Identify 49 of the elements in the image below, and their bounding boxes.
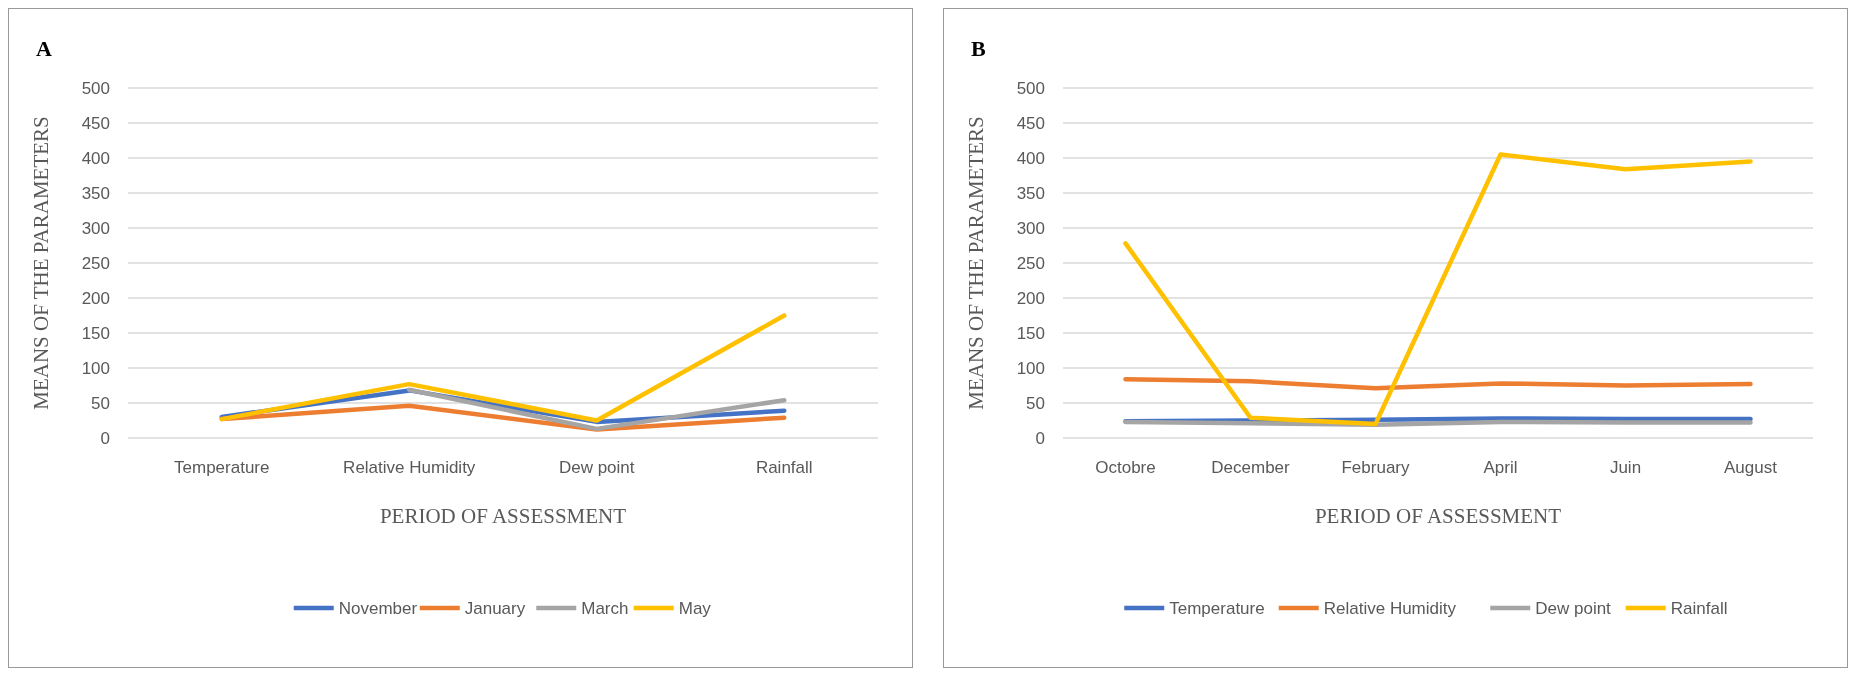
x-axis-title: PERIOD OF ASSESSMENT xyxy=(379,504,627,528)
y-tick-label: 250 xyxy=(1016,253,1045,273)
legend-label: January xyxy=(464,598,526,618)
y-tick-label: 0 xyxy=(1035,428,1045,448)
legend-label: March xyxy=(581,598,629,618)
line-series xyxy=(1123,376,1753,391)
y-axis-title: MEANS OF THE PARAMETERS xyxy=(964,116,988,410)
x-tick-label: April xyxy=(1483,458,1518,477)
legend-label: May xyxy=(678,598,712,618)
line-series xyxy=(1123,152,1753,427)
y-tick-label: 400 xyxy=(1016,148,1045,168)
y-tick-label: 450 xyxy=(81,113,110,133)
y-tick-label: 150 xyxy=(81,323,110,343)
y-tick-label: 500 xyxy=(81,78,110,98)
y-tick-label: 200 xyxy=(81,288,110,308)
y-tick-label: 50 xyxy=(91,393,110,413)
y-tick-label: 300 xyxy=(1016,218,1045,238)
y-tick-label: 500 xyxy=(1016,78,1045,98)
x-tick-label: February xyxy=(1341,458,1411,477)
y-tick-label: 350 xyxy=(1016,183,1045,203)
legend-label: November xyxy=(338,598,418,618)
y-tick-label: 400 xyxy=(81,148,110,168)
y-tick-label: 0 xyxy=(100,428,110,448)
legend-label: Rainfall xyxy=(1670,598,1728,618)
x-tick-label: August xyxy=(1724,458,1778,477)
legend-label: Dew point xyxy=(1535,598,1612,618)
chart-title: B xyxy=(971,36,986,61)
y-tick-label: 350 xyxy=(81,183,110,203)
x-tick-label: Octobre xyxy=(1095,458,1156,477)
y-tick-label: 100 xyxy=(1016,358,1045,378)
y-tick-label: 150 xyxy=(1016,323,1045,343)
y-tick-label: 200 xyxy=(1016,288,1045,308)
y-tick-label: 450 xyxy=(1016,113,1045,133)
legend-label: Temperature xyxy=(1169,598,1265,618)
x-tick-label: December xyxy=(1211,458,1291,477)
x-tick-label: Temperature xyxy=(174,458,270,477)
x-axis-title: PERIOD OF ASSESSMENT xyxy=(1314,504,1562,528)
x-tick-label: Juin xyxy=(1609,458,1642,477)
x-tick-label: Dew point xyxy=(558,458,635,477)
x-tick-label: Relative Humidity xyxy=(343,458,476,477)
chart-title: A xyxy=(36,36,52,61)
y-tick-label: 250 xyxy=(81,253,110,273)
y-tick-label: 50 xyxy=(1026,393,1045,413)
legend-label: Relative Humidity xyxy=(1323,598,1457,618)
y-axis-title: MEANS OF THE PARAMETERS xyxy=(29,116,53,410)
y-tick-label: 300 xyxy=(81,218,110,238)
line-series xyxy=(219,313,787,423)
x-tick-label: Rainfall xyxy=(755,458,813,477)
y-tick-label: 100 xyxy=(81,358,110,378)
